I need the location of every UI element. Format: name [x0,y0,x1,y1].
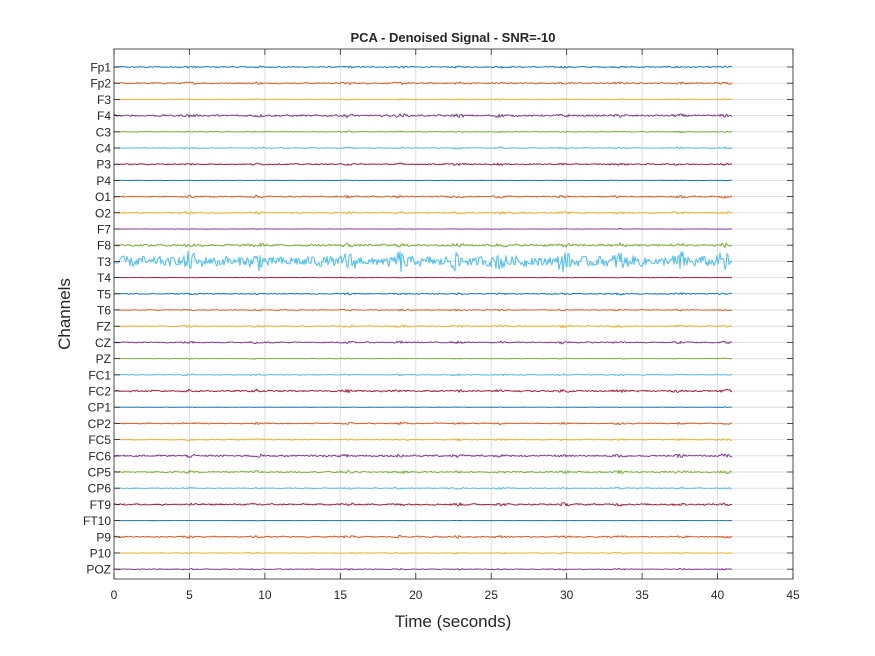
y-axis-label: Channels [55,278,74,350]
channel-label: CP1 [88,401,112,415]
channel-trace-cp2 [113,421,733,426]
x-tick-label: 15 [334,588,348,602]
channel-label: FT9 [90,498,112,512]
channel-label: F7 [97,223,111,237]
x-tick-label: 10 [258,588,272,602]
x-tick-label: 0 [111,588,118,602]
channel-trace-cp5 [113,469,733,475]
channel-trace-o2 [113,210,733,215]
x-tick-label: 30 [560,588,574,602]
x-axis-label: Time (seconds) [395,612,512,631]
channel-trace-t3 [113,250,733,273]
channel-label: CP5 [88,466,112,480]
channel-trace-cp6 [113,486,733,490]
channel-label: P3 [96,158,111,172]
channel-label: POZ [86,563,111,577]
channel-trace-pz [113,357,733,360]
channel-label: O1 [95,190,111,204]
chart-title: PCA - Denoised Signal - SNR=-10 [350,30,555,45]
channel-label: FC6 [88,449,111,463]
channel-trace-fp2 [113,81,733,86]
channel-trace-p4 [114,179,733,182]
axis-ticks: 0 5 10 15 20 25 30 35 40 45 Fp1 Fp2 F3 F4 C3 C4 P3 P4 O1 O2… [83,49,800,602]
channel-trace-f4 [113,113,733,119]
x-tick-label: 5 [186,588,193,602]
channel-label: T6 [97,304,111,318]
channel-trace-f8 [113,242,733,249]
x-tick-label: 20 [409,588,423,602]
channel-label: O2 [95,206,111,220]
channel-label: FC1 [88,368,111,382]
channel-label: P10 [90,547,112,561]
channel-trace-o1 [113,194,733,199]
channel-trace-p3 [113,162,733,166]
channel-label: FT10 [83,514,111,528]
channel-label: T3 [97,255,111,269]
x-tick-label: 40 [711,588,725,602]
channel-label: F8 [97,239,111,253]
channel-label: FC5 [88,433,111,447]
channel-label: C3 [96,125,112,139]
channel-trace-poz [113,567,733,571]
channel-label: PZ [96,352,111,366]
channel-trace-f7 [113,228,733,230]
signal-traces [113,65,733,571]
channel-trace-c4 [113,146,733,150]
channel-trace-ft9 [113,502,733,507]
channel-trace-t4 [113,276,733,279]
channel-trace-fc2 [113,388,733,394]
channel-label: F3 [97,93,111,107]
channel-label: Fp1 [90,61,111,75]
x-tick-label: 35 [635,588,649,602]
channel-trace-p9 [113,534,733,539]
channel-trace-c3 [113,130,733,134]
plot-border [113,48,794,580]
channel-label: FZ [96,320,111,334]
channel-label: C4 [96,142,112,156]
channel-trace-fc5 [113,438,733,442]
channel-trace-fp1 [113,65,733,69]
channel-label: Fp2 [90,77,111,91]
channel-label: F4 [97,109,111,123]
channel-label: CP2 [88,417,112,431]
channel-label: FC2 [88,385,111,399]
channel-label: T5 [97,287,111,301]
channel-label: T4 [97,271,111,285]
channel-label: P9 [96,530,111,544]
plot-area [114,49,793,579]
channel-label: P4 [96,174,111,188]
channel-label: CZ [95,336,111,350]
channel-trace-fz [113,324,733,329]
channel-trace-cz [113,340,733,345]
channel-trace-fc6 [113,453,733,459]
x-tick-label: 25 [485,588,499,602]
channel-label: CP6 [88,482,112,496]
channel-trace-p10 [113,551,733,555]
channel-trace-t6 [113,308,733,312]
channel-trace-cp1 [113,406,733,408]
channel-trace-f3 [113,98,733,101]
x-tick-label: 45 [786,588,800,602]
channel-trace-t5 [113,292,733,296]
channel-trace-fc1 [113,373,733,377]
